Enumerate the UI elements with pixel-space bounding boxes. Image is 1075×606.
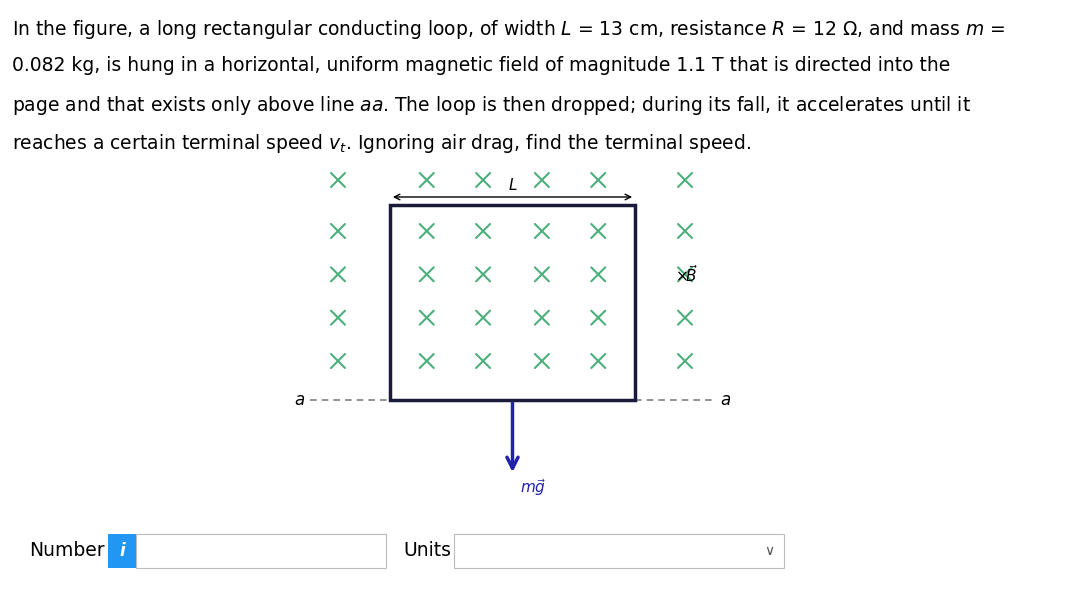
Text: In the figure, a long rectangular conducting loop, of width $L$ = 13 cm, resista: In the figure, a long rectangular conduc… (12, 18, 1005, 41)
Text: $a$: $a$ (293, 391, 305, 409)
Text: Number: Number (29, 542, 105, 561)
Text: page and that exists only above line $aa$. The loop is then dropped; during its : page and that exists only above line $aa… (12, 94, 971, 117)
Bar (108, 534, 137, 568)
Text: 0.082 kg, is hung in a horizontal, uniform magnetic field of magnitude 1.1 T tha: 0.082 kg, is hung in a horizontal, unifo… (12, 56, 950, 75)
Text: Units: Units (403, 542, 452, 561)
Bar (454, 534, 784, 568)
Text: reaches a certain terminal speed $v_t$. Ignoring air drag, find the terminal spe: reaches a certain terminal speed $v_t$. … (12, 132, 751, 155)
Text: $L$: $L$ (507, 177, 517, 193)
Text: $a$: $a$ (720, 391, 731, 409)
Text: i: i (119, 542, 125, 560)
Text: ∨: ∨ (764, 544, 774, 558)
Bar (390, 205, 635, 400)
Text: $\times\!\vec{B}$: $\times\!\vec{B}$ (675, 264, 698, 285)
Bar (137, 534, 386, 568)
Text: $m\vec{g}$: $m\vec{g}$ (520, 477, 546, 498)
